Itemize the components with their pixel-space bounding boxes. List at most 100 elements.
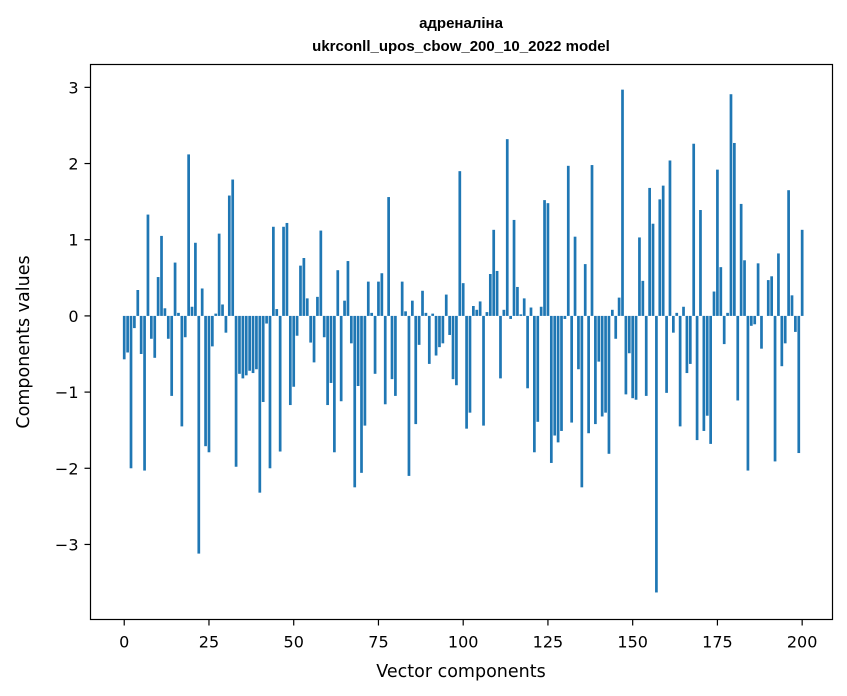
bar-132 <box>570 315 574 423</box>
bar-145 <box>614 315 618 339</box>
bar-130 <box>563 315 567 319</box>
bar-6 <box>143 315 146 471</box>
chart-subtitle: ukrconll_upos_cbow_200_10_2022 model <box>312 38 610 55</box>
bar-195 <box>783 315 787 344</box>
bar-175 <box>716 169 719 316</box>
bar-23 <box>200 288 204 316</box>
bar-31 <box>227 195 231 316</box>
bar-177 <box>722 315 726 345</box>
x-axis-ticks: 0 25 50 75 100 125 150 175 200 <box>119 619 817 652</box>
bar-11 <box>160 235 163 316</box>
bar-167 <box>688 315 692 364</box>
bar-185 <box>749 315 753 326</box>
bar-36 <box>244 315 248 376</box>
y-axis-ticks: −3 −2 −1 0 1 2 3 <box>55 78 91 554</box>
y-tick-label: 2 <box>68 155 78 174</box>
bar-119 <box>526 315 529 389</box>
bar-150 <box>631 315 635 399</box>
bar-133 <box>573 236 577 316</box>
bar-170 <box>699 210 702 316</box>
bar-173 <box>709 315 712 444</box>
bar-182 <box>739 203 743 316</box>
bar-180 <box>733 142 736 316</box>
bar-108 <box>488 274 492 316</box>
bar-101 <box>465 315 468 429</box>
bar-194 <box>780 315 784 367</box>
x-tick-label: 100 <box>448 633 479 652</box>
bar-35 <box>241 315 245 379</box>
bar-118 <box>522 298 526 316</box>
bar-157 <box>655 315 658 593</box>
bar-120 <box>529 307 533 316</box>
bar-93 <box>438 315 441 348</box>
bar-24 <box>204 315 207 447</box>
bar-30 <box>224 315 228 333</box>
bar-0 <box>122 315 126 360</box>
bar-49 <box>288 315 292 406</box>
x-tick-label: 75 <box>368 633 388 652</box>
bar-33 <box>234 315 238 467</box>
bar-14 <box>170 315 174 396</box>
bar-116 <box>516 286 519 316</box>
bar-128 <box>556 315 560 443</box>
bar-77 <box>383 315 387 405</box>
bar-41 <box>261 315 265 402</box>
bar-67 <box>349 315 353 344</box>
bar-94 <box>441 315 445 344</box>
bar-188 <box>760 315 763 349</box>
plot-frame <box>89 63 834 621</box>
bar-37 <box>248 315 251 371</box>
bar-152 <box>638 237 641 316</box>
bar-183 <box>743 260 746 316</box>
bar-161 <box>668 160 672 316</box>
bar-43 <box>268 315 272 469</box>
bar-136 <box>583 264 587 316</box>
bar-160 <box>665 315 668 393</box>
bar-97 <box>451 315 455 380</box>
bar-110 <box>495 270 499 316</box>
bar-141 <box>600 315 604 417</box>
bar-151 <box>634 315 638 400</box>
bar-1 <box>126 315 129 353</box>
bar-20 <box>190 306 194 316</box>
bar-163 <box>675 312 679 316</box>
bar-86 <box>414 315 418 425</box>
bar-88 <box>421 290 424 316</box>
bar-193 <box>777 253 780 316</box>
bar-80 <box>394 315 397 396</box>
bar-63 <box>336 270 340 316</box>
bar-144 <box>610 309 614 316</box>
y-tick-label: 3 <box>68 78 78 97</box>
bar-50 <box>292 315 296 387</box>
bar-13 <box>166 315 170 339</box>
bar-53 <box>302 258 306 316</box>
bar-58 <box>319 230 323 316</box>
bar-124 <box>543 200 546 316</box>
bar-27 <box>214 313 218 316</box>
bar-169 <box>695 315 699 441</box>
bar-44 <box>272 226 275 316</box>
bar-57 <box>316 296 319 316</box>
bar-74 <box>373 315 377 374</box>
bar-28 <box>217 233 221 316</box>
y-tick-label: −3 <box>55 535 79 554</box>
bar-103 <box>472 306 475 316</box>
bar-159 <box>661 185 665 316</box>
bar-22 <box>197 315 201 554</box>
bar-47 <box>282 226 285 316</box>
bar-140 <box>597 315 601 362</box>
x-tick-label: 0 <box>119 633 129 652</box>
bar-106 <box>482 315 485 426</box>
bar-149 <box>627 315 631 354</box>
bar-196 <box>787 190 790 316</box>
bar-184 <box>746 315 750 471</box>
bar-70 <box>360 315 363 473</box>
bar-9 <box>153 315 157 358</box>
bar-55 <box>309 315 313 343</box>
bar-32 <box>231 179 235 316</box>
bar-148 <box>624 315 628 395</box>
bar-52 <box>299 265 302 316</box>
bar-137 <box>587 315 590 434</box>
x-tick-label: 175 <box>702 633 733 652</box>
